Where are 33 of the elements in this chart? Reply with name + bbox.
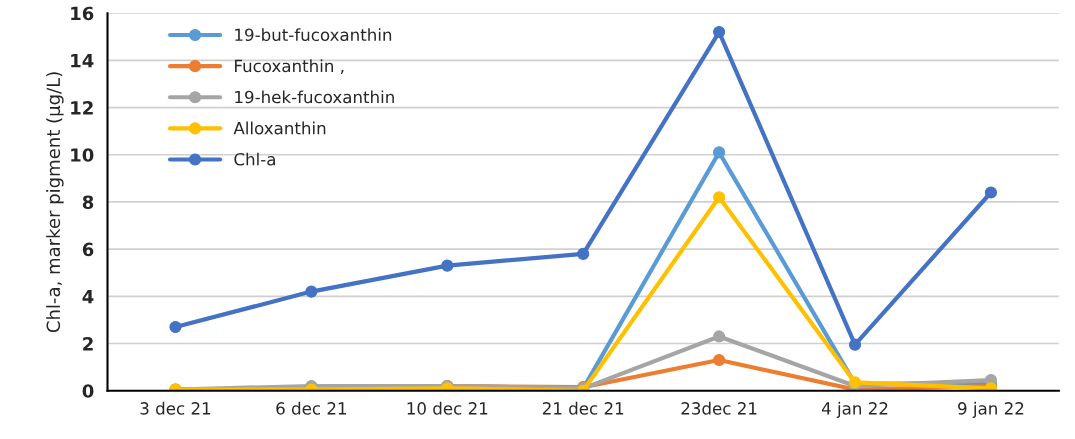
point bbox=[713, 146, 726, 159]
point bbox=[848, 338, 862, 351]
point bbox=[713, 330, 726, 343]
y-tick-label: 8 bbox=[82, 195, 94, 210]
y-axis-title: Chl-a, marker pigment (µg/L) bbox=[46, 72, 64, 333]
x-tick-label: 23dec 21 bbox=[681, 401, 757, 415]
point bbox=[169, 320, 182, 334]
y-tick-label: 0 bbox=[82, 384, 94, 398]
point bbox=[441, 259, 454, 272]
y-tick-label: 16 bbox=[71, 6, 94, 21]
point bbox=[713, 353, 726, 367]
legend-label: 19-hek-fucoxanthin bbox=[235, 90, 394, 104]
point bbox=[305, 285, 318, 298]
point bbox=[713, 191, 726, 204]
x-tick-label: 21 dec 21 bbox=[542, 401, 624, 415]
point bbox=[984, 186, 997, 199]
legend-label: Chl-a bbox=[234, 152, 275, 166]
x-tick-label: 10 dec 21 bbox=[407, 401, 488, 415]
point bbox=[713, 25, 726, 39]
y-tick-label: 12 bbox=[71, 101, 93, 115]
point bbox=[577, 247, 590, 260]
legend-label: Fucoxanthin , bbox=[235, 59, 344, 74]
x-tick-label: 3 dec 21 bbox=[140, 401, 211, 415]
legend-label: 19-but-fucoxanthin bbox=[235, 28, 392, 42]
x-tick-label: 9 jan 22 bbox=[958, 401, 1024, 418]
legend-label: Alloxanthin bbox=[233, 121, 326, 135]
y-tick-label: 10 bbox=[71, 148, 94, 162]
y-tick-label: 4 bbox=[82, 290, 94, 304]
y-tick-label: 14 bbox=[71, 54, 94, 68]
x-tick-label: 4 jan 22 bbox=[821, 401, 888, 418]
x-tick-label: 6 dec 21 bbox=[276, 401, 347, 415]
y-tick-label: 2 bbox=[83, 336, 93, 351]
y-tick-label: 6 bbox=[82, 242, 94, 257]
